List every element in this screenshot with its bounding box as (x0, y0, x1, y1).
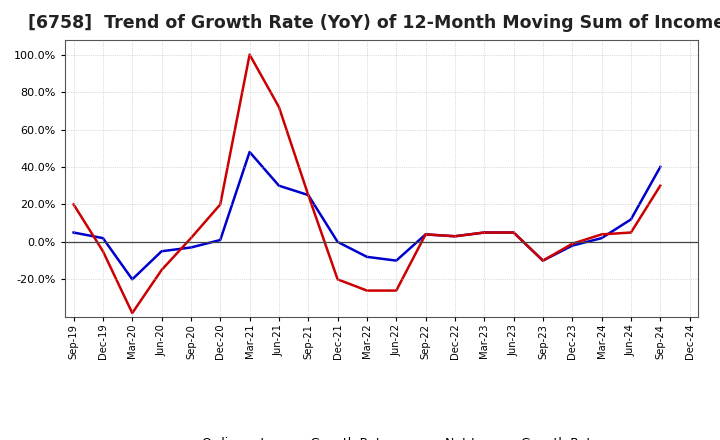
Net Income Growth Rate (509, 230, 518, 235)
Net Income Growth Rate (69, 202, 78, 207)
Ordinary Income Growth Rate (186, 245, 195, 250)
Ordinary Income Growth Rate (157, 249, 166, 254)
Net Income Growth Rate (333, 277, 342, 282)
Ordinary Income Growth Rate (451, 234, 459, 239)
Net Income Growth Rate (656, 183, 665, 188)
Ordinary Income Growth Rate (246, 149, 254, 154)
Net Income Growth Rate (392, 288, 400, 293)
Net Income Growth Rate (451, 234, 459, 239)
Net Income Growth Rate (128, 310, 137, 315)
Net Income Growth Rate (480, 230, 489, 235)
Ordinary Income Growth Rate (333, 239, 342, 245)
Ordinary Income Growth Rate (392, 258, 400, 263)
Ordinary Income Growth Rate (304, 192, 312, 198)
Net Income Growth Rate (626, 230, 635, 235)
Line: Ordinary Income Growth Rate: Ordinary Income Growth Rate (73, 152, 660, 279)
Ordinary Income Growth Rate (363, 254, 372, 260)
Ordinary Income Growth Rate (421, 232, 430, 237)
Ordinary Income Growth Rate (216, 237, 225, 242)
Ordinary Income Growth Rate (568, 243, 577, 248)
Legend: Ordinary Income Growth Rate, Net Income Growth Rate: Ordinary Income Growth Rate, Net Income … (159, 432, 604, 440)
Ordinary Income Growth Rate (539, 258, 547, 263)
Net Income Growth Rate (363, 288, 372, 293)
Ordinary Income Growth Rate (598, 235, 606, 241)
Ordinary Income Growth Rate (480, 230, 489, 235)
Net Income Growth Rate (304, 192, 312, 198)
Net Income Growth Rate (246, 52, 254, 57)
Net Income Growth Rate (598, 232, 606, 237)
Net Income Growth Rate (539, 258, 547, 263)
Ordinary Income Growth Rate (274, 183, 283, 188)
Net Income Growth Rate (568, 241, 577, 246)
Ordinary Income Growth Rate (99, 235, 107, 241)
Net Income Growth Rate (216, 202, 225, 207)
Net Income Growth Rate (186, 235, 195, 241)
Net Income Growth Rate (99, 249, 107, 254)
Net Income Growth Rate (157, 268, 166, 273)
Ordinary Income Growth Rate (626, 217, 635, 222)
Ordinary Income Growth Rate (509, 230, 518, 235)
Ordinary Income Growth Rate (69, 230, 78, 235)
Line: Net Income Growth Rate: Net Income Growth Rate (73, 55, 660, 313)
Ordinary Income Growth Rate (128, 277, 137, 282)
Net Income Growth Rate (421, 232, 430, 237)
Ordinary Income Growth Rate (656, 164, 665, 169)
Title: [6758]  Trend of Growth Rate (YoY) of 12-Month Moving Sum of Incomes: [6758] Trend of Growth Rate (YoY) of 12-… (28, 15, 720, 33)
Net Income Growth Rate (274, 104, 283, 110)
